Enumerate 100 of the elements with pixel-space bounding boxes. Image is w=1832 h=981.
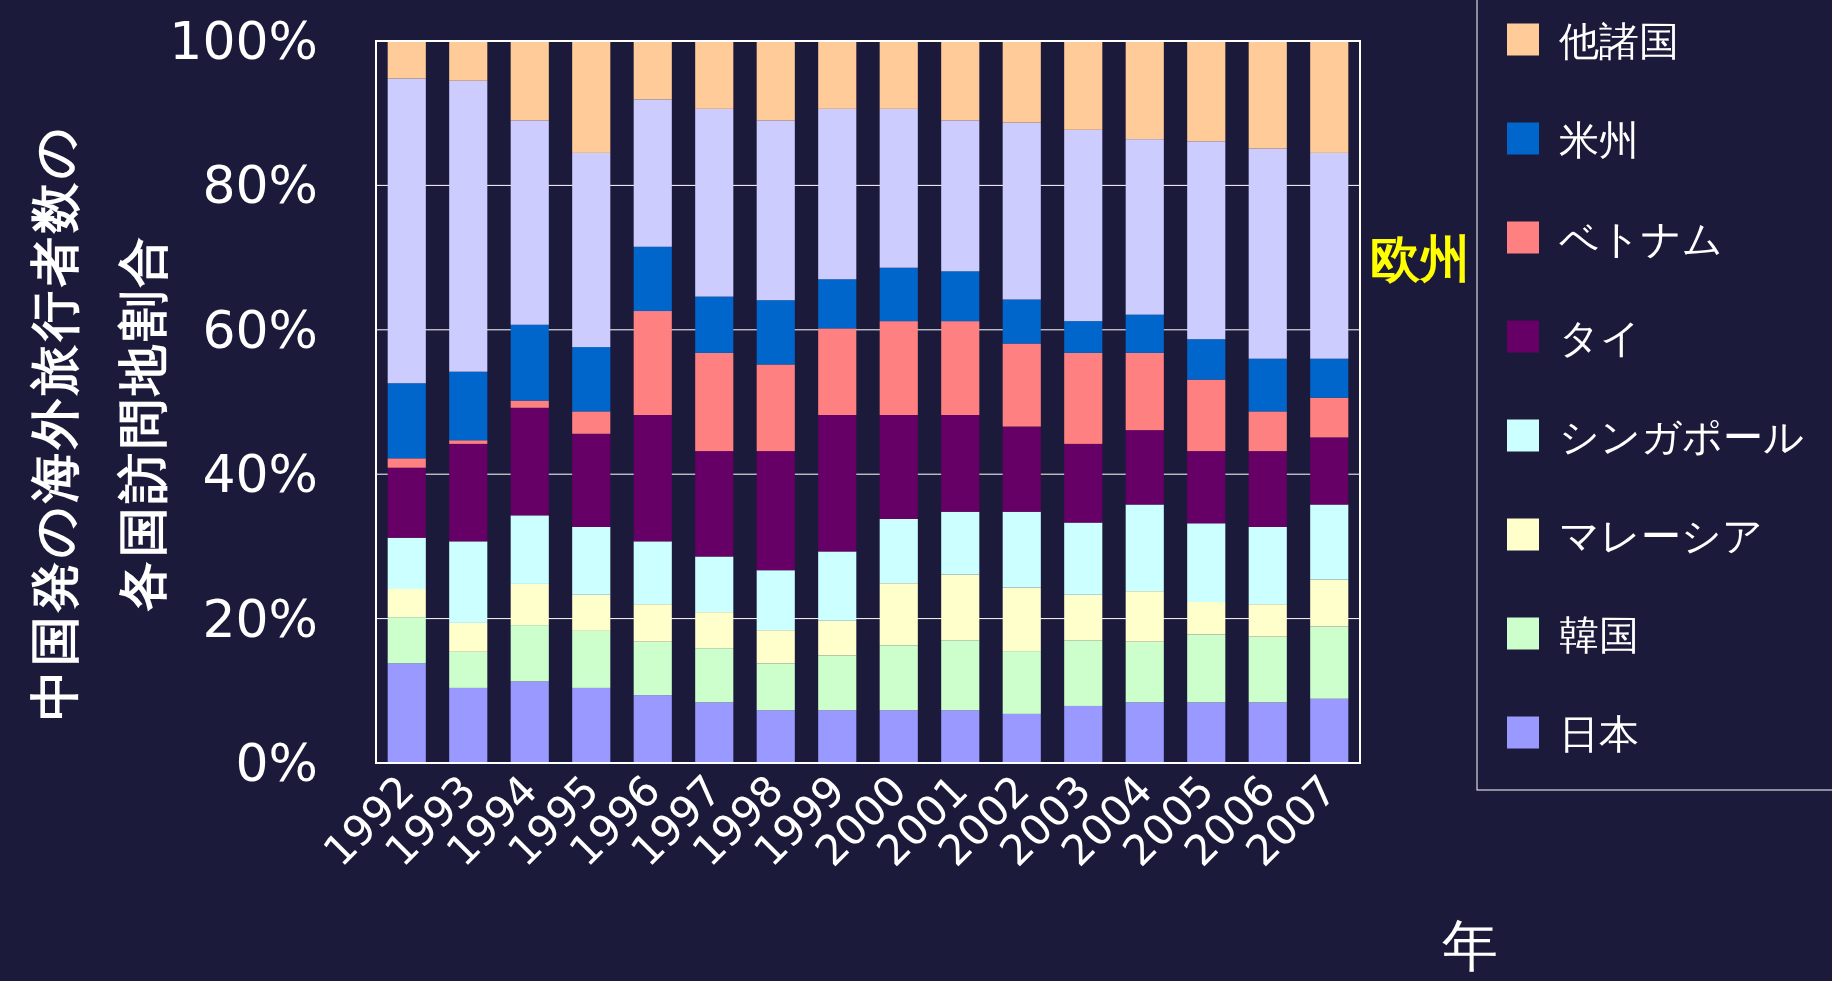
bar: [510, 625, 549, 682]
legend-label: マレーシア: [1559, 512, 1763, 559]
bar: [510, 324, 549, 401]
bar: [1310, 152, 1349, 359]
bar: [572, 687, 611, 763]
bar: [1187, 451, 1226, 524]
bar: [756, 41, 795, 121]
bar: [879, 583, 918, 646]
bar: [387, 41, 426, 79]
bar: [510, 515, 549, 584]
bar: [1125, 591, 1164, 642]
bar: [941, 415, 980, 512]
bar: [756, 570, 795, 631]
bar: [1310, 397, 1349, 438]
legend-label: 他諸国: [1559, 17, 1679, 64]
bar: [1248, 526, 1287, 605]
bar: [1002, 651, 1041, 714]
bar: [1002, 122, 1041, 300]
bar: [1064, 522, 1103, 595]
bar: [1310, 41, 1349, 153]
bar: [510, 681, 549, 763]
bar: [633, 311, 672, 415]
bar: [1125, 430, 1164, 505]
bar: [1310, 698, 1349, 763]
bar: [1064, 41, 1103, 130]
bar: [1310, 504, 1349, 580]
bar: [941, 271, 980, 322]
legend-label: シンガポール: [1559, 413, 1804, 460]
bar: [818, 620, 857, 656]
bar: [1248, 702, 1287, 763]
bar: [1248, 636, 1287, 703]
bar: [572, 433, 611, 527]
bar: [1187, 523, 1226, 602]
bar: [818, 415, 857, 552]
bar: [695, 352, 734, 452]
bar: [510, 400, 549, 408]
bar: [695, 702, 734, 763]
bar: [572, 594, 611, 631]
bar: [387, 467, 426, 538]
bar: [1310, 579, 1349, 627]
bar: [1187, 702, 1226, 763]
bar: [1064, 352, 1103, 444]
bar: [449, 440, 488, 444]
legend-label: 日本: [1559, 710, 1639, 757]
bar: [1187, 601, 1226, 635]
bar: [449, 687, 488, 763]
bar: [756, 120, 795, 301]
bar: [818, 279, 857, 329]
y-tick-label: 80%: [202, 155, 318, 216]
bar: [818, 655, 857, 711]
legend-label: タイ: [1559, 314, 1641, 361]
bar: [695, 612, 734, 649]
bar: [572, 41, 611, 153]
bar: [818, 41, 857, 109]
bar: [449, 371, 488, 441]
x-axis-title: 年: [1442, 913, 1498, 978]
bar: [756, 663, 795, 711]
bar: [633, 246, 672, 312]
bar: [941, 574, 980, 641]
bar: [449, 443, 488, 542]
bar: [1002, 41, 1041, 123]
y-tick-label: 40%: [202, 444, 318, 505]
bar: [387, 663, 426, 763]
bar: [633, 41, 672, 100]
bar: [1125, 504, 1164, 592]
y-tick-label: 0%: [235, 733, 318, 793]
bar: [1064, 594, 1103, 641]
bar: [1248, 41, 1287, 149]
bar: [941, 120, 980, 272]
bar: [695, 451, 734, 557]
bar: [1064, 640, 1103, 706]
bar: [387, 537, 426, 589]
bar: [756, 451, 795, 571]
bar: [510, 120, 549, 325]
bar: [941, 640, 980, 711]
bar: [449, 651, 488, 688]
bar: [879, 415, 918, 519]
bar: [941, 710, 980, 763]
bar: [1310, 358, 1349, 398]
bar: [1248, 148, 1287, 359]
bar: [1248, 358, 1287, 412]
y-tick-label: 100%: [169, 11, 318, 71]
bar: [387, 589, 426, 618]
bar: [1002, 587, 1041, 652]
bar: [510, 41, 549, 121]
y-tick-label: 60%: [202, 299, 318, 360]
legend-label: ベトナム: [1559, 215, 1723, 262]
bar: [756, 710, 795, 763]
bar: [1248, 411, 1287, 452]
y-axis-title: 中国発の海外旅行者数の各国訪問地割合: [26, 124, 172, 720]
bar: [1002, 511, 1041, 588]
bar: [1125, 352, 1164, 431]
text: 欧州: [1370, 229, 1470, 288]
bar: [818, 108, 857, 280]
bar: [1187, 634, 1226, 703]
bar: [1125, 41, 1164, 140]
legend-label: 韓国: [1559, 611, 1639, 658]
bar: [1125, 702, 1164, 763]
bar: [449, 622, 488, 652]
bar: [879, 267, 918, 322]
